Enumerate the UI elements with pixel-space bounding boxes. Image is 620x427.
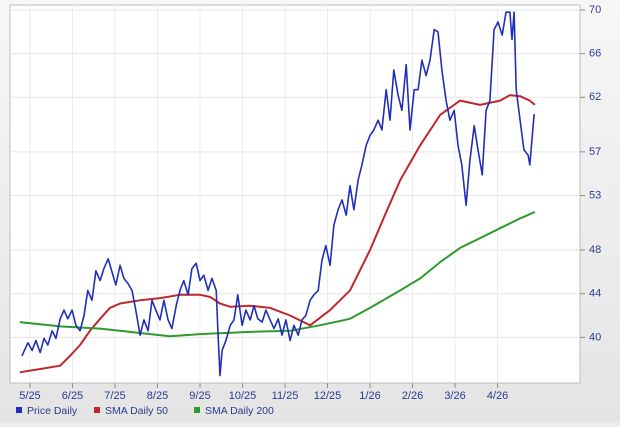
x-tick-label: 11/25: [272, 390, 299, 402]
x-tick-label: 4/26: [487, 390, 508, 402]
legend-label: Price Daily: [27, 405, 78, 417]
series-line: [21, 11, 535, 377]
y-tick-label: 48: [589, 244, 601, 256]
y-tick-label: 40: [589, 331, 601, 343]
y-tick-label: 53: [589, 189, 601, 201]
plot-area: [9, 4, 581, 384]
legend-swatch: [94, 407, 100, 413]
series-line: [19, 94, 536, 374]
legend-swatch: [194, 407, 200, 413]
x-tick-label: 7/25: [104, 390, 125, 402]
legend-label: SMA Daily 50: [105, 405, 168, 417]
x-tick-label: 9/25: [189, 390, 210, 402]
y-tick-label: 44: [589, 288, 601, 300]
y-tick-label: 57: [589, 146, 601, 158]
x-tick-label: 8/25: [147, 390, 168, 402]
x-tick-label: 6/25: [62, 390, 83, 402]
x-tick-label: 5/25: [19, 390, 40, 402]
x-tick-label: 3/26: [444, 390, 465, 402]
y-tick-label: 62: [589, 91, 601, 103]
x-tick-label: 1/26: [359, 390, 380, 402]
x-tick-label: 2/26: [402, 390, 423, 402]
y-tick-label: 70: [589, 4, 601, 16]
x-tick-label: 12/25: [314, 390, 342, 402]
y-tick-label: 66: [589, 48, 601, 60]
x-tick-label: 10/25: [229, 390, 257, 402]
legend-swatch: [16, 407, 22, 413]
legend-label: SMA Daily 200: [205, 405, 274, 417]
